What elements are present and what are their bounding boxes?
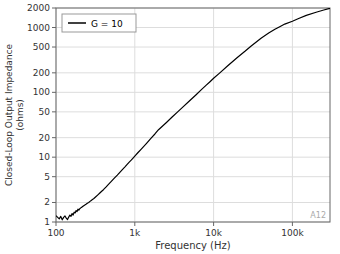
tick-mark — [52, 47, 56, 48]
tick-label: 100 — [33, 87, 50, 97]
tick-label: 2000 — [27, 3, 50, 13]
tick-mark — [52, 92, 56, 93]
tick-mark — [52, 176, 56, 177]
watermark: A12 — [310, 211, 326, 220]
tick-label: 1 — [44, 217, 50, 227]
legend: G = 10 — [62, 14, 136, 32]
tick-mark — [52, 202, 56, 203]
plot-frame — [56, 8, 330, 222]
tick-label: 100 — [47, 228, 64, 238]
tick-label: 50 — [39, 107, 51, 117]
legend-swatch — [68, 22, 86, 24]
tick-label: 20 — [39, 133, 51, 143]
tick-label: 1000 — [27, 23, 50, 33]
grid-line — [56, 111, 330, 112]
tick-label: 1k — [129, 228, 141, 238]
legend-label: G = 10 — [91, 19, 123, 29]
data-layer — [56, 8, 330, 220]
tick-mark — [52, 111, 56, 112]
y-axis-label: Closed-Loop Output Impedance(ohms) — [4, 43, 25, 186]
tick-label: 5 — [44, 172, 50, 182]
tick-mark — [292, 222, 293, 226]
tick-mark — [134, 222, 135, 226]
grid-line — [56, 47, 330, 48]
axes: 100 1k 10k 100k 1 2 5 10 20 50 100 200 500 1000 2000 — [27, 3, 304, 238]
tick-mark — [213, 222, 214, 226]
grid-line — [213, 8, 214, 222]
tick-mark — [52, 222, 56, 223]
legend-box — [62, 14, 136, 32]
tick-label: 10 — [39, 152, 51, 162]
tick-mark — [52, 8, 56, 9]
tick-label: 100k — [281, 228, 304, 238]
tick-mark — [52, 27, 56, 28]
tick-label: 200 — [33, 68, 50, 78]
grid-line — [56, 202, 330, 203]
x-axis-label: Frequency (Hz) — [155, 240, 231, 251]
tick-mark — [52, 157, 56, 158]
grid-line — [56, 72, 330, 73]
grid-line — [292, 8, 293, 222]
grid — [56, 8, 330, 222]
y-axis-label-line: (ohms) — [15, 99, 25, 131]
tick-label: 2 — [44, 197, 50, 207]
y-axis-label-line: Closed-Loop Output Impedance — [4, 43, 14, 186]
tick-mark — [56, 222, 57, 226]
grid-line — [56, 176, 330, 177]
tick-label: 500 — [33, 42, 50, 52]
chart: 100 1k 10k 100k 1 2 5 10 20 50 100 200 500 1000 2000 Fr… — [0, 0, 340, 254]
grid-line — [56, 92, 330, 93]
tick-mark — [52, 72, 56, 73]
tick-label: 10k — [205, 228, 222, 238]
line — [56, 8, 330, 220]
tick-mark — [52, 137, 56, 138]
grid-line — [134, 8, 135, 222]
grid-line — [56, 157, 330, 158]
grid-line — [56, 137, 330, 138]
plot-background — [56, 8, 330, 222]
